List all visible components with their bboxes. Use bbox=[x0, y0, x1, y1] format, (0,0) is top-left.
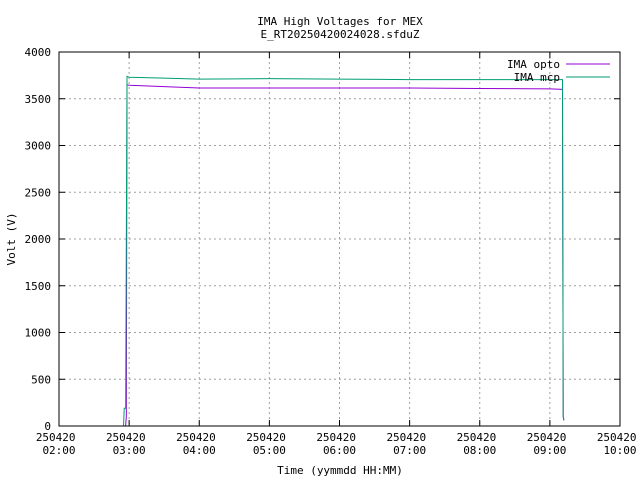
x-tick-label: 250420 09:00 bbox=[527, 431, 573, 457]
series-line bbox=[123, 75, 565, 427]
series-line bbox=[125, 84, 565, 427]
x-tick-label: 250420 10:00 bbox=[597, 431, 640, 457]
x-tick-label: 250420 02:00 bbox=[36, 431, 82, 457]
y-tick-label: 1500 bbox=[25, 280, 52, 293]
x-tick-label: 250420 06:00 bbox=[316, 431, 362, 457]
y-tick-label: 3500 bbox=[25, 93, 52, 106]
y-tick-label: 1000 bbox=[25, 327, 52, 340]
y-tick-label: 2500 bbox=[25, 186, 52, 199]
x-axis-label: Time (yymmdd HH:MM) bbox=[277, 464, 403, 477]
x-tick-label: 250420 05:00 bbox=[246, 431, 292, 457]
y-tick-label: 0 bbox=[44, 420, 51, 433]
plot-border bbox=[58, 51, 621, 427]
x-tick-label: 250420 03:00 bbox=[106, 431, 152, 457]
chart-title: IMA High Voltages for MEX bbox=[257, 15, 423, 28]
x-tick-label: 250420 07:00 bbox=[386, 431, 432, 457]
x-tick-label: 250420 04:00 bbox=[176, 431, 222, 457]
y-tick-label: 500 bbox=[31, 373, 51, 386]
legend-label: IMA opto bbox=[507, 58, 560, 71]
y-tick-label: 3000 bbox=[25, 140, 52, 153]
y-tick-label: 2000 bbox=[25, 233, 52, 246]
y-tick-label: 4000 bbox=[25, 46, 52, 59]
chart-subtitle: E_RT20250420024028.sfduZ bbox=[261, 28, 420, 41]
legend-label: IMA mcp bbox=[514, 71, 560, 84]
y-axis-label: Volt (V) bbox=[5, 213, 18, 266]
x-tick-label: 250420 08:00 bbox=[457, 431, 503, 457]
